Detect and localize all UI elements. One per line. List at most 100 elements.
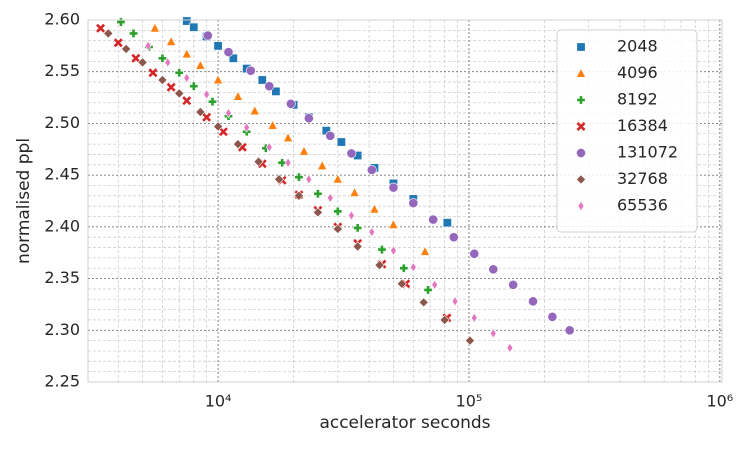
point (253, 156, 264, 167)
point (312, 207, 323, 218)
y-tick-label: 2.60 (44, 10, 80, 29)
point (305, 174, 313, 185)
point (249, 105, 260, 116)
point (348, 210, 355, 221)
point (353, 223, 363, 233)
point (182, 16, 192, 26)
legend-label: 8192 (617, 90, 658, 109)
point (284, 157, 292, 168)
point (564, 325, 575, 336)
y-tick-label: 2.30 (44, 320, 80, 339)
legend-marker (576, 42, 586, 52)
point (182, 96, 192, 106)
y-tick-label: 2.50 (44, 113, 80, 132)
point (232, 139, 244, 150)
point (293, 190, 304, 201)
point (245, 65, 256, 76)
point (428, 214, 439, 225)
point (264, 81, 275, 92)
legend-marker (577, 200, 585, 212)
point (298, 145, 310, 156)
point (148, 68, 158, 78)
point (174, 88, 185, 99)
point (388, 182, 399, 193)
point (212, 74, 224, 85)
point (277, 158, 287, 168)
legend-marker (575, 67, 587, 78)
y-tick-label: 2.40 (44, 216, 80, 235)
point (528, 296, 538, 307)
point (390, 245, 397, 256)
point (257, 75, 267, 85)
point (423, 285, 433, 295)
point (469, 248, 480, 259)
point (128, 28, 138, 38)
legend-label: 131072 (617, 143, 678, 162)
point (396, 278, 407, 289)
point (131, 53, 141, 63)
point (103, 28, 114, 39)
point (332, 223, 343, 234)
point (369, 203, 380, 214)
point (285, 98, 296, 109)
point (189, 22, 199, 32)
point (267, 119, 278, 130)
point (377, 245, 387, 255)
point (282, 132, 294, 142)
point (506, 342, 514, 354)
y-tick-label: 2.35 (44, 268, 80, 287)
point (218, 127, 228, 137)
point (271, 86, 281, 96)
point (366, 165, 377, 175)
point (317, 160, 328, 170)
point (451, 296, 459, 307)
point (202, 112, 212, 122)
legend: 2048 4096 8192 16384 131072 32768 65536 (556, 29, 698, 233)
point (144, 40, 152, 52)
point (410, 262, 417, 273)
point (442, 218, 452, 228)
x-tick-label: 10⁵ (456, 392, 483, 411)
point (388, 219, 399, 229)
point (470, 312, 478, 324)
point (232, 90, 244, 101)
point (174, 68, 184, 78)
point (225, 107, 232, 119)
point (243, 122, 250, 133)
point (157, 74, 168, 86)
point (374, 260, 385, 271)
legend-label: 65536 (617, 196, 668, 215)
points (96, 16, 575, 354)
x-tick-label: 10⁴ (205, 392, 232, 411)
point (431, 279, 438, 290)
point (137, 57, 148, 68)
legend-marker (576, 95, 586, 105)
point (313, 189, 323, 199)
point (166, 82, 176, 92)
point (157, 53, 167, 63)
plot-frame (87, 19, 723, 383)
point (439, 314, 450, 325)
point (121, 43, 132, 55)
x-tick-label: 10⁶ (706, 392, 733, 411)
point (266, 142, 273, 153)
legend-marker (575, 174, 587, 185)
point (418, 297, 429, 308)
point (113, 38, 123, 48)
point (213, 41, 223, 51)
y-tick-label: 2.55 (44, 61, 80, 80)
point (303, 113, 314, 124)
legend-box (556, 29, 698, 233)
point (195, 59, 206, 70)
ticks: 10⁴ 10⁵ 10⁶ 2.25 2.30 2.35 2.40 2.45 2.50 2.55 2.6… (44, 10, 733, 411)
point (181, 48, 192, 59)
point (448, 232, 459, 243)
point (332, 173, 343, 184)
point (208, 97, 218, 107)
point (149, 22, 161, 33)
point (368, 226, 376, 238)
x-axis-label: accelerator seconds (319, 413, 490, 433)
point (488, 264, 499, 275)
point (489, 328, 497, 339)
